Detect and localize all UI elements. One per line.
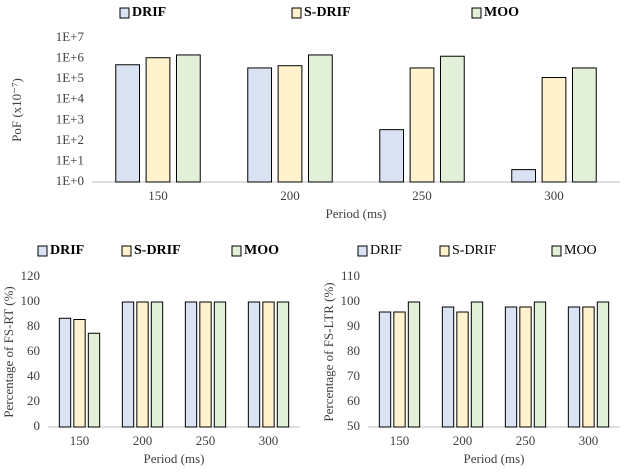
y-axis-label: Percentage of FS-LTR (%) [321, 282, 336, 421]
bar [145, 57, 171, 183]
bar [439, 55, 465, 183]
x-axis-label: Period (ms) [143, 451, 204, 466]
bar [247, 301, 261, 428]
x-tick-label: 200 [133, 433, 153, 448]
y-tick-label: 100 [21, 293, 41, 308]
legend-label: S-DRIF [134, 243, 181, 258]
x-axis-label: Period (ms) [325, 206, 386, 221]
legend-label: MOO [484, 5, 519, 20]
x-tick-label: 150 [70, 433, 90, 448]
legend-swatch [37, 245, 48, 257]
y-tick-label: 1E+6 [56, 50, 85, 65]
bar [409, 67, 435, 183]
legend-swatch [291, 7, 302, 19]
bar [407, 301, 421, 428]
bar [87, 332, 101, 428]
y-tick-label: 1E+4 [56, 91, 85, 106]
y-tick-label: 1E+0 [56, 173, 84, 188]
x-tick-label: 200 [453, 433, 473, 448]
y-tick-label: 40 [27, 368, 40, 383]
bar [277, 65, 303, 183]
x-tick-label: 300 [544, 188, 564, 203]
y-tick-label: 1E+1 [56, 152, 84, 167]
bar [393, 311, 406, 428]
bar [441, 306, 455, 428]
bar [199, 301, 212, 428]
bar [511, 169, 537, 183]
bar [213, 301, 227, 428]
bar [276, 301, 290, 428]
legend-label: DRIF [50, 243, 84, 258]
y-tick-label: 100 [341, 293, 361, 308]
y-tick-label: 120 [21, 268, 41, 283]
bar [596, 301, 610, 428]
bar [115, 64, 141, 183]
y-tick-label: 1E+5 [56, 70, 84, 85]
legend-swatch [119, 7, 130, 19]
legend-swatch [439, 245, 450, 257]
y-tick-label: 1E+2 [56, 132, 84, 147]
bar [73, 319, 86, 428]
legend-label: DRIF [370, 243, 402, 258]
y-tick-label: 80 [27, 318, 40, 333]
bar [58, 317, 72, 428]
bar [533, 301, 547, 428]
legend-swatch [471, 7, 482, 19]
legend-swatch [231, 245, 242, 257]
bar [307, 54, 333, 183]
y-tick-label: 60 [347, 393, 360, 408]
bar [456, 311, 469, 428]
bar [150, 301, 164, 428]
y-axis-label: PoF (x10⁻⁷) [9, 78, 24, 142]
x-tick-label: 150 [390, 433, 410, 448]
x-axis-label: Period (ms) [463, 451, 524, 466]
bar [567, 306, 581, 428]
bar [379, 129, 405, 183]
y-tick-label: 20 [27, 393, 40, 408]
legend-label: DRIF [132, 5, 166, 20]
bar [247, 67, 273, 183]
bar [121, 301, 135, 428]
y-tick-label: 90 [347, 318, 360, 333]
legend-label: S-DRIF [304, 5, 351, 20]
x-tick-label: 300 [579, 433, 599, 448]
x-tick-label: 250 [516, 433, 536, 448]
bar [582, 306, 595, 428]
legend-label: MOO [244, 243, 279, 258]
x-tick-label: 250 [412, 188, 432, 203]
x-tick-label: 250 [196, 433, 216, 448]
y-tick-label: 110 [341, 268, 360, 283]
y-tick-label: 1E+3 [56, 111, 84, 126]
x-tick-label: 300 [259, 433, 279, 448]
bar [519, 306, 532, 428]
y-tick-label: 70 [347, 368, 360, 383]
y-axis-label: Percentage of FS-RT (%) [1, 286, 16, 417]
y-tick-label: 60 [27, 343, 40, 358]
legend-label: MOO [564, 243, 597, 258]
legend-swatch [357, 245, 368, 257]
x-tick-label: 200 [280, 188, 300, 203]
bar [470, 301, 484, 428]
y-tick-label: 80 [347, 343, 360, 358]
x-tick-label: 150 [148, 188, 168, 203]
bar [571, 67, 597, 183]
y-tick-label: 1E+7 [56, 29, 85, 44]
bar [184, 301, 198, 428]
legend-label: S-DRIF [452, 243, 497, 258]
bar [541, 77, 567, 183]
bar [136, 301, 149, 428]
bar [262, 301, 275, 428]
y-tick-label: 0 [34, 418, 41, 433]
legend-swatch [551, 245, 562, 257]
bar [175, 54, 201, 183]
bar [378, 311, 392, 428]
y-tick-label: 50 [347, 418, 360, 433]
legend-swatch [121, 245, 132, 257]
bar [504, 306, 518, 428]
